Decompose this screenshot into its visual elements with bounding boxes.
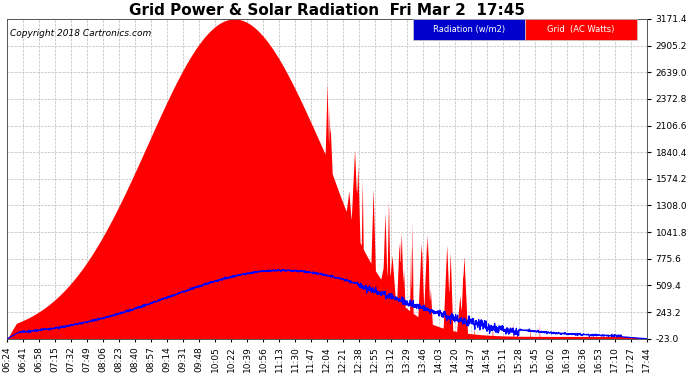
Text: Radiation (w/m2): Radiation (w/m2)	[433, 25, 505, 34]
Title: Grid Power & Solar Radiation  Fri Mar 2  17:45: Grid Power & Solar Radiation Fri Mar 2 1…	[129, 3, 525, 18]
Text: Grid  (AC Watts): Grid (AC Watts)	[547, 25, 615, 34]
Text: Copyright 2018 Cartronics.com: Copyright 2018 Cartronics.com	[10, 28, 152, 38]
FancyBboxPatch shape	[525, 19, 637, 40]
FancyBboxPatch shape	[413, 19, 525, 40]
